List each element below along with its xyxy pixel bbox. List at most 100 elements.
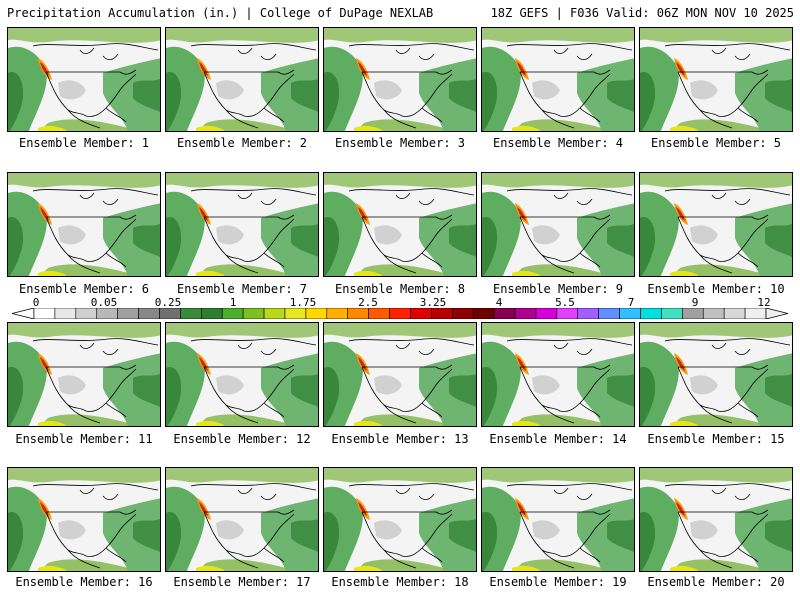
precip-atlantic-core	[133, 373, 160, 408]
arctic-coastline	[32, 43, 159, 51]
precip-pnw-core	[40, 357, 49, 371]
hudson-bay-outline	[395, 192, 435, 205]
member-map-svg	[482, 173, 634, 276]
us-canada-border	[46, 364, 137, 370]
precip-itcz	[38, 270, 66, 276]
member-map-svg	[324, 468, 476, 571]
precip-interior-light	[532, 80, 560, 100]
hudson-bay-outline	[711, 47, 751, 60]
precip-interior-light	[532, 375, 560, 395]
precip-north-band	[166, 173, 318, 188]
us-outline	[519, 71, 611, 117]
us-outline	[519, 511, 611, 557]
mexico-caribbean-outline	[67, 402, 127, 424]
precip-east-band	[419, 353, 476, 426]
colorbar-tick-label: 9	[691, 296, 699, 309]
precip-atlantic-core	[291, 518, 318, 553]
precip-atlantic-core	[765, 223, 792, 258]
colorbar-max-arrow	[765, 308, 788, 319]
hudson-bay-outline	[79, 342, 119, 355]
precip-atlantic-core	[765, 518, 792, 553]
precip-itcz	[670, 420, 698, 426]
ensemble-member-map	[639, 322, 793, 427]
colorbar-bin	[242, 308, 265, 319]
precip-west-core	[324, 72, 339, 131]
precip-atlantic-core	[765, 373, 792, 408]
mexico-caribbean-outline	[541, 547, 601, 569]
arctic-coastline	[506, 188, 633, 196]
member-map-svg	[640, 173, 792, 276]
ensemble-member-map	[7, 27, 161, 132]
precip-interior-light	[532, 520, 560, 540]
us-outline	[203, 71, 295, 117]
precip-north-band	[8, 323, 160, 338]
us-outline	[361, 366, 453, 412]
precip-atlantic-core	[449, 373, 476, 408]
precip-atlantic-core	[133, 78, 160, 113]
precip-pnw-core	[676, 62, 685, 76]
ensemble-member-map	[481, 467, 635, 572]
precip-south-band	[672, 414, 760, 426]
arctic-coastline	[664, 483, 791, 491]
ensemble-member-caption: Ensemble Member: 8	[334, 282, 466, 296]
colorbar-strip	[12, 308, 788, 319]
precip-east-band	[577, 498, 634, 571]
precip-west-core	[640, 72, 655, 131]
member-map-svg	[640, 468, 792, 571]
ensemble-member-caption: Ensemble Member: 2	[176, 136, 308, 150]
precip-west-core	[482, 72, 497, 131]
colorbar-bin	[451, 308, 474, 319]
colorbar-min-arrow	[12, 308, 35, 319]
us-canada-border	[204, 69, 295, 75]
precip-south-band	[514, 119, 602, 131]
precip-interior-light	[216, 225, 244, 245]
ensemble-member-map	[639, 172, 793, 277]
colorbar-bin	[368, 308, 390, 319]
precip-pnw-core	[358, 62, 367, 76]
colorbar-bin	[640, 308, 662, 319]
precip-south-band	[672, 119, 760, 131]
colorbar-bin	[682, 308, 704, 319]
mexico-caribbean-outline	[383, 402, 443, 424]
mexico-caribbean-outline	[699, 252, 759, 274]
precip-itcz	[196, 420, 224, 426]
us-outline	[677, 71, 769, 117]
colorbar-bin	[431, 308, 453, 319]
us-canada-border	[678, 509, 769, 515]
colorbar-bin	[744, 308, 767, 319]
colorbar-bin	[723, 308, 746, 319]
precip-north-band	[482, 173, 634, 188]
arctic-coastline	[506, 338, 633, 346]
member-map-svg	[324, 173, 476, 276]
precip-pnw-core	[199, 502, 208, 516]
precip-west-core	[324, 512, 339, 571]
ensemble-member-map	[323, 172, 477, 277]
precip-south-band	[40, 264, 128, 276]
ensemble-member-caption: Ensemble Member: 15	[647, 432, 785, 446]
precip-itcz	[512, 125, 540, 131]
precip-east-band	[735, 58, 792, 131]
precip-north-band	[324, 468, 476, 483]
precip-itcz	[512, 420, 540, 426]
precip-atlantic-core	[291, 223, 318, 258]
precip-atlantic-core	[449, 78, 476, 113]
precip-west-core	[482, 217, 497, 276]
mexico-caribbean-outline	[225, 252, 285, 274]
precip-pnw-core	[517, 62, 526, 76]
precip-atlantic-core	[765, 78, 792, 113]
hudson-bay-outline	[237, 487, 277, 500]
precip-north-band	[640, 323, 792, 338]
map-title: Precipitation Accumulation (in.) | Colle…	[7, 6, 434, 20]
precip-itcz	[38, 420, 66, 426]
arctic-coastline	[348, 188, 475, 196]
us-outline	[361, 511, 453, 557]
precip-west-core	[324, 217, 339, 276]
us-canada-border	[362, 214, 453, 220]
ensemble-member-caption: Ensemble Member: 6	[18, 282, 150, 296]
us-canada-border	[520, 364, 611, 370]
us-canada-border	[678, 69, 769, 75]
colorbar-bin	[96, 308, 118, 319]
precip-east-band	[577, 58, 634, 131]
ensemble-member-caption: Ensemble Member: 11	[15, 432, 153, 446]
ensemble-member-caption: Ensemble Member: 4	[492, 136, 624, 150]
